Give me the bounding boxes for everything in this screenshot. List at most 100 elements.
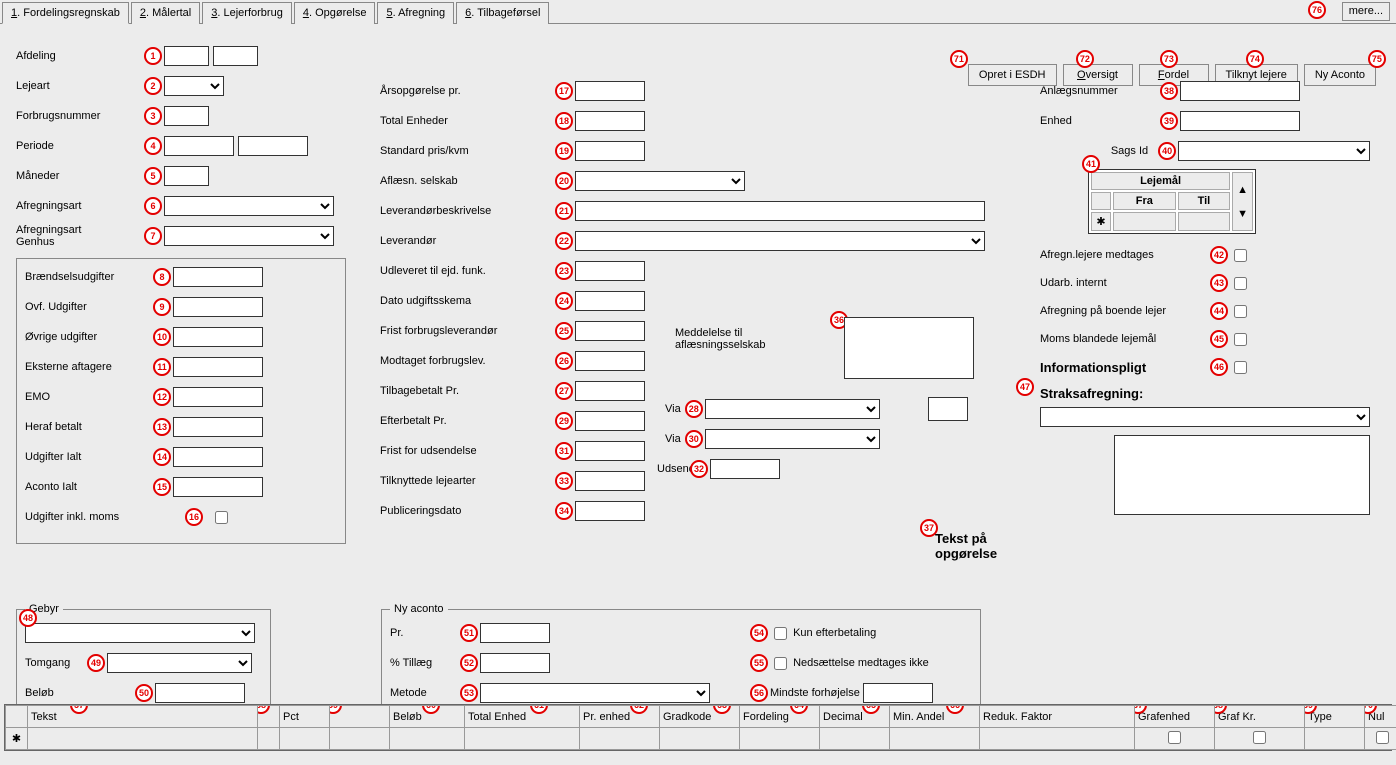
total-enh-input[interactable] xyxy=(575,111,645,131)
tomgang-select[interactable] xyxy=(107,653,252,673)
col-grafkr[interactable]: 68Graf Kr. xyxy=(1215,706,1305,728)
marker-12: 12 xyxy=(153,388,171,406)
moms-bl-label: Moms blandede lejemål xyxy=(1040,333,1156,345)
tab-malertal[interactable]: 2. Målertal xyxy=(131,2,200,24)
col-min-andel[interactable]: 66Min. Andel xyxy=(890,706,980,728)
afdeling-input-1[interactable] xyxy=(164,46,209,66)
gebyr-group: Gebyr 48 Tomgang49 Beløb50 xyxy=(16,603,271,720)
marker-73: 73 xyxy=(1160,50,1178,68)
col-grafenhed[interactable]: 67Grafenhed xyxy=(1135,706,1215,728)
afregn-lej-checkbox[interactable] xyxy=(1234,249,1247,262)
udleveret-label: Udleveret til ejd. funk. xyxy=(380,265,555,277)
aconto-ialt-input[interactable] xyxy=(173,477,263,497)
straks-select[interactable] xyxy=(1040,407,1370,427)
tab-tilbageforsel[interactable]: 6. Tilbageførsel xyxy=(456,2,549,24)
info-label: Informationspligt xyxy=(1040,360,1146,375)
aflaesn-select[interactable] xyxy=(575,171,745,191)
col-type[interactable]: 69Type xyxy=(1305,706,1365,728)
publicering-input[interactable] xyxy=(575,501,645,521)
ovf-input[interactable] xyxy=(173,297,263,317)
tekst-opgorelse-label: Tekst på opgørelse xyxy=(935,531,1000,561)
afdeling-input-2[interactable] xyxy=(213,46,258,66)
sagsid-select[interactable] xyxy=(1178,141,1370,161)
modtaget-input[interactable] xyxy=(575,351,645,371)
col-gradkode[interactable]: 63Gradkode xyxy=(660,706,740,728)
emo-input[interactable] xyxy=(173,387,263,407)
col-fordeling[interactable]: 64Fordeling xyxy=(740,706,820,728)
col-reduk[interactable]: Reduk. Faktor xyxy=(980,706,1135,728)
lev-beskr-input[interactable] xyxy=(575,201,985,221)
col-belob[interactable]: 60Beløb xyxy=(390,706,465,728)
tab-opgorelse[interactable]: 4. Opgørelse xyxy=(294,2,376,24)
grafenhed-checkbox[interactable] xyxy=(1168,731,1181,744)
pct-input[interactable] xyxy=(480,653,550,673)
col-blank1[interactable]: 58 xyxy=(258,706,280,728)
udg-ialt-input[interactable] xyxy=(173,447,263,467)
anlaegsnummer-input[interactable] xyxy=(1180,81,1300,101)
moms-bl-checkbox[interactable] xyxy=(1234,333,1247,346)
udsendt-input[interactable] xyxy=(710,459,780,479)
pct-label: % Tillæg xyxy=(390,657,460,669)
col-decimal[interactable]: 65Decimal xyxy=(820,706,890,728)
meddelelse-textarea[interactable] xyxy=(844,317,974,379)
forbrugsnummer-input[interactable] xyxy=(164,106,209,126)
tab-lejerforbrug[interactable]: 3. Lejerforbrug xyxy=(202,2,292,24)
frist-forbrug-input[interactable] xyxy=(575,321,645,341)
periode-input-fra[interactable] xyxy=(164,136,234,156)
marker-54: 54 xyxy=(750,624,768,642)
straks-textarea[interactable] xyxy=(1114,435,1370,515)
metode-select[interactable] xyxy=(480,683,710,703)
ovrige-label: Øvrige udgifter xyxy=(25,331,153,343)
via1-extra-box[interactable] xyxy=(928,397,968,421)
afregn-bo-checkbox[interactable] xyxy=(1234,305,1247,318)
lejeart-select[interactable] xyxy=(164,76,224,96)
eksterne-input[interactable] xyxy=(173,357,263,377)
col-nul[interactable]: 70Nul xyxy=(1365,706,1396,728)
col-total-enhed[interactable]: 61Total Enhed xyxy=(465,706,580,728)
col-tekst[interactable]: 57Tekst xyxy=(28,706,258,728)
std-pris-input[interactable] xyxy=(575,141,645,161)
enhed-input[interactable] xyxy=(1180,111,1300,131)
udg-ialt-label: Udgifter Ialt xyxy=(25,451,153,463)
pr-input[interactable] xyxy=(480,623,550,643)
gebyr-select[interactable] xyxy=(25,623,255,643)
table-row[interactable]: ✱ xyxy=(6,728,1396,750)
col-pct[interactable]: Pct xyxy=(280,706,330,728)
tilbagebetalt-input[interactable] xyxy=(575,381,645,401)
grafkr-checkbox[interactable] xyxy=(1253,731,1266,744)
udg-inkl-checkbox[interactable] xyxy=(215,511,228,524)
maaneder-input[interactable] xyxy=(164,166,209,186)
afregningsart-genhus-select[interactable] xyxy=(164,226,334,246)
col-pr-enhed[interactable]: 62Pr. enhed xyxy=(580,706,660,728)
col-blank2[interactable]: 59 xyxy=(330,706,390,728)
belob-input[interactable] xyxy=(155,683,245,703)
tilknyttede-input[interactable] xyxy=(575,471,645,491)
nul-checkbox[interactable] xyxy=(1376,731,1389,744)
afregningsart-select[interactable] xyxy=(164,196,334,216)
tab-afregning[interactable]: 5. Afregning xyxy=(377,2,454,24)
via2-select[interactable] xyxy=(705,429,880,449)
leverandor-select[interactable] xyxy=(575,231,985,251)
more-button[interactable]: mere... xyxy=(1342,2,1390,21)
ovrige-input[interactable] xyxy=(173,327,263,347)
tab-fordelingsregnskab[interactable]: 1. Fordelingsregnskab xyxy=(2,2,129,24)
via1-select[interactable] xyxy=(705,399,880,419)
lejemal-table[interactable]: Lejemål▲▼ FraTil ✱ xyxy=(1088,169,1256,234)
neds-checkbox[interactable] xyxy=(774,657,787,670)
udleveret-input[interactable] xyxy=(575,261,645,281)
braendsel-input[interactable] xyxy=(173,267,263,287)
efterbetalt-input[interactable] xyxy=(575,411,645,431)
frist-uds-input[interactable] xyxy=(575,441,645,461)
marker-51: 51 xyxy=(460,624,478,642)
marker-47: 47 xyxy=(1016,378,1034,396)
dato-udg-input[interactable] xyxy=(575,291,645,311)
udarb-checkbox[interactable] xyxy=(1234,277,1247,290)
lejemal-scrollbar[interactable]: ▲▼ xyxy=(1232,172,1253,231)
periode-input-til[interactable] xyxy=(238,136,308,156)
mindste-label: Mindste forhøjelse xyxy=(770,687,860,699)
info-checkbox[interactable] xyxy=(1234,361,1247,374)
kun-efter-checkbox[interactable] xyxy=(774,627,787,640)
heraf-input[interactable] xyxy=(173,417,263,437)
aarsopg-input[interactable] xyxy=(575,81,645,101)
mindste-input[interactable] xyxy=(863,683,933,703)
